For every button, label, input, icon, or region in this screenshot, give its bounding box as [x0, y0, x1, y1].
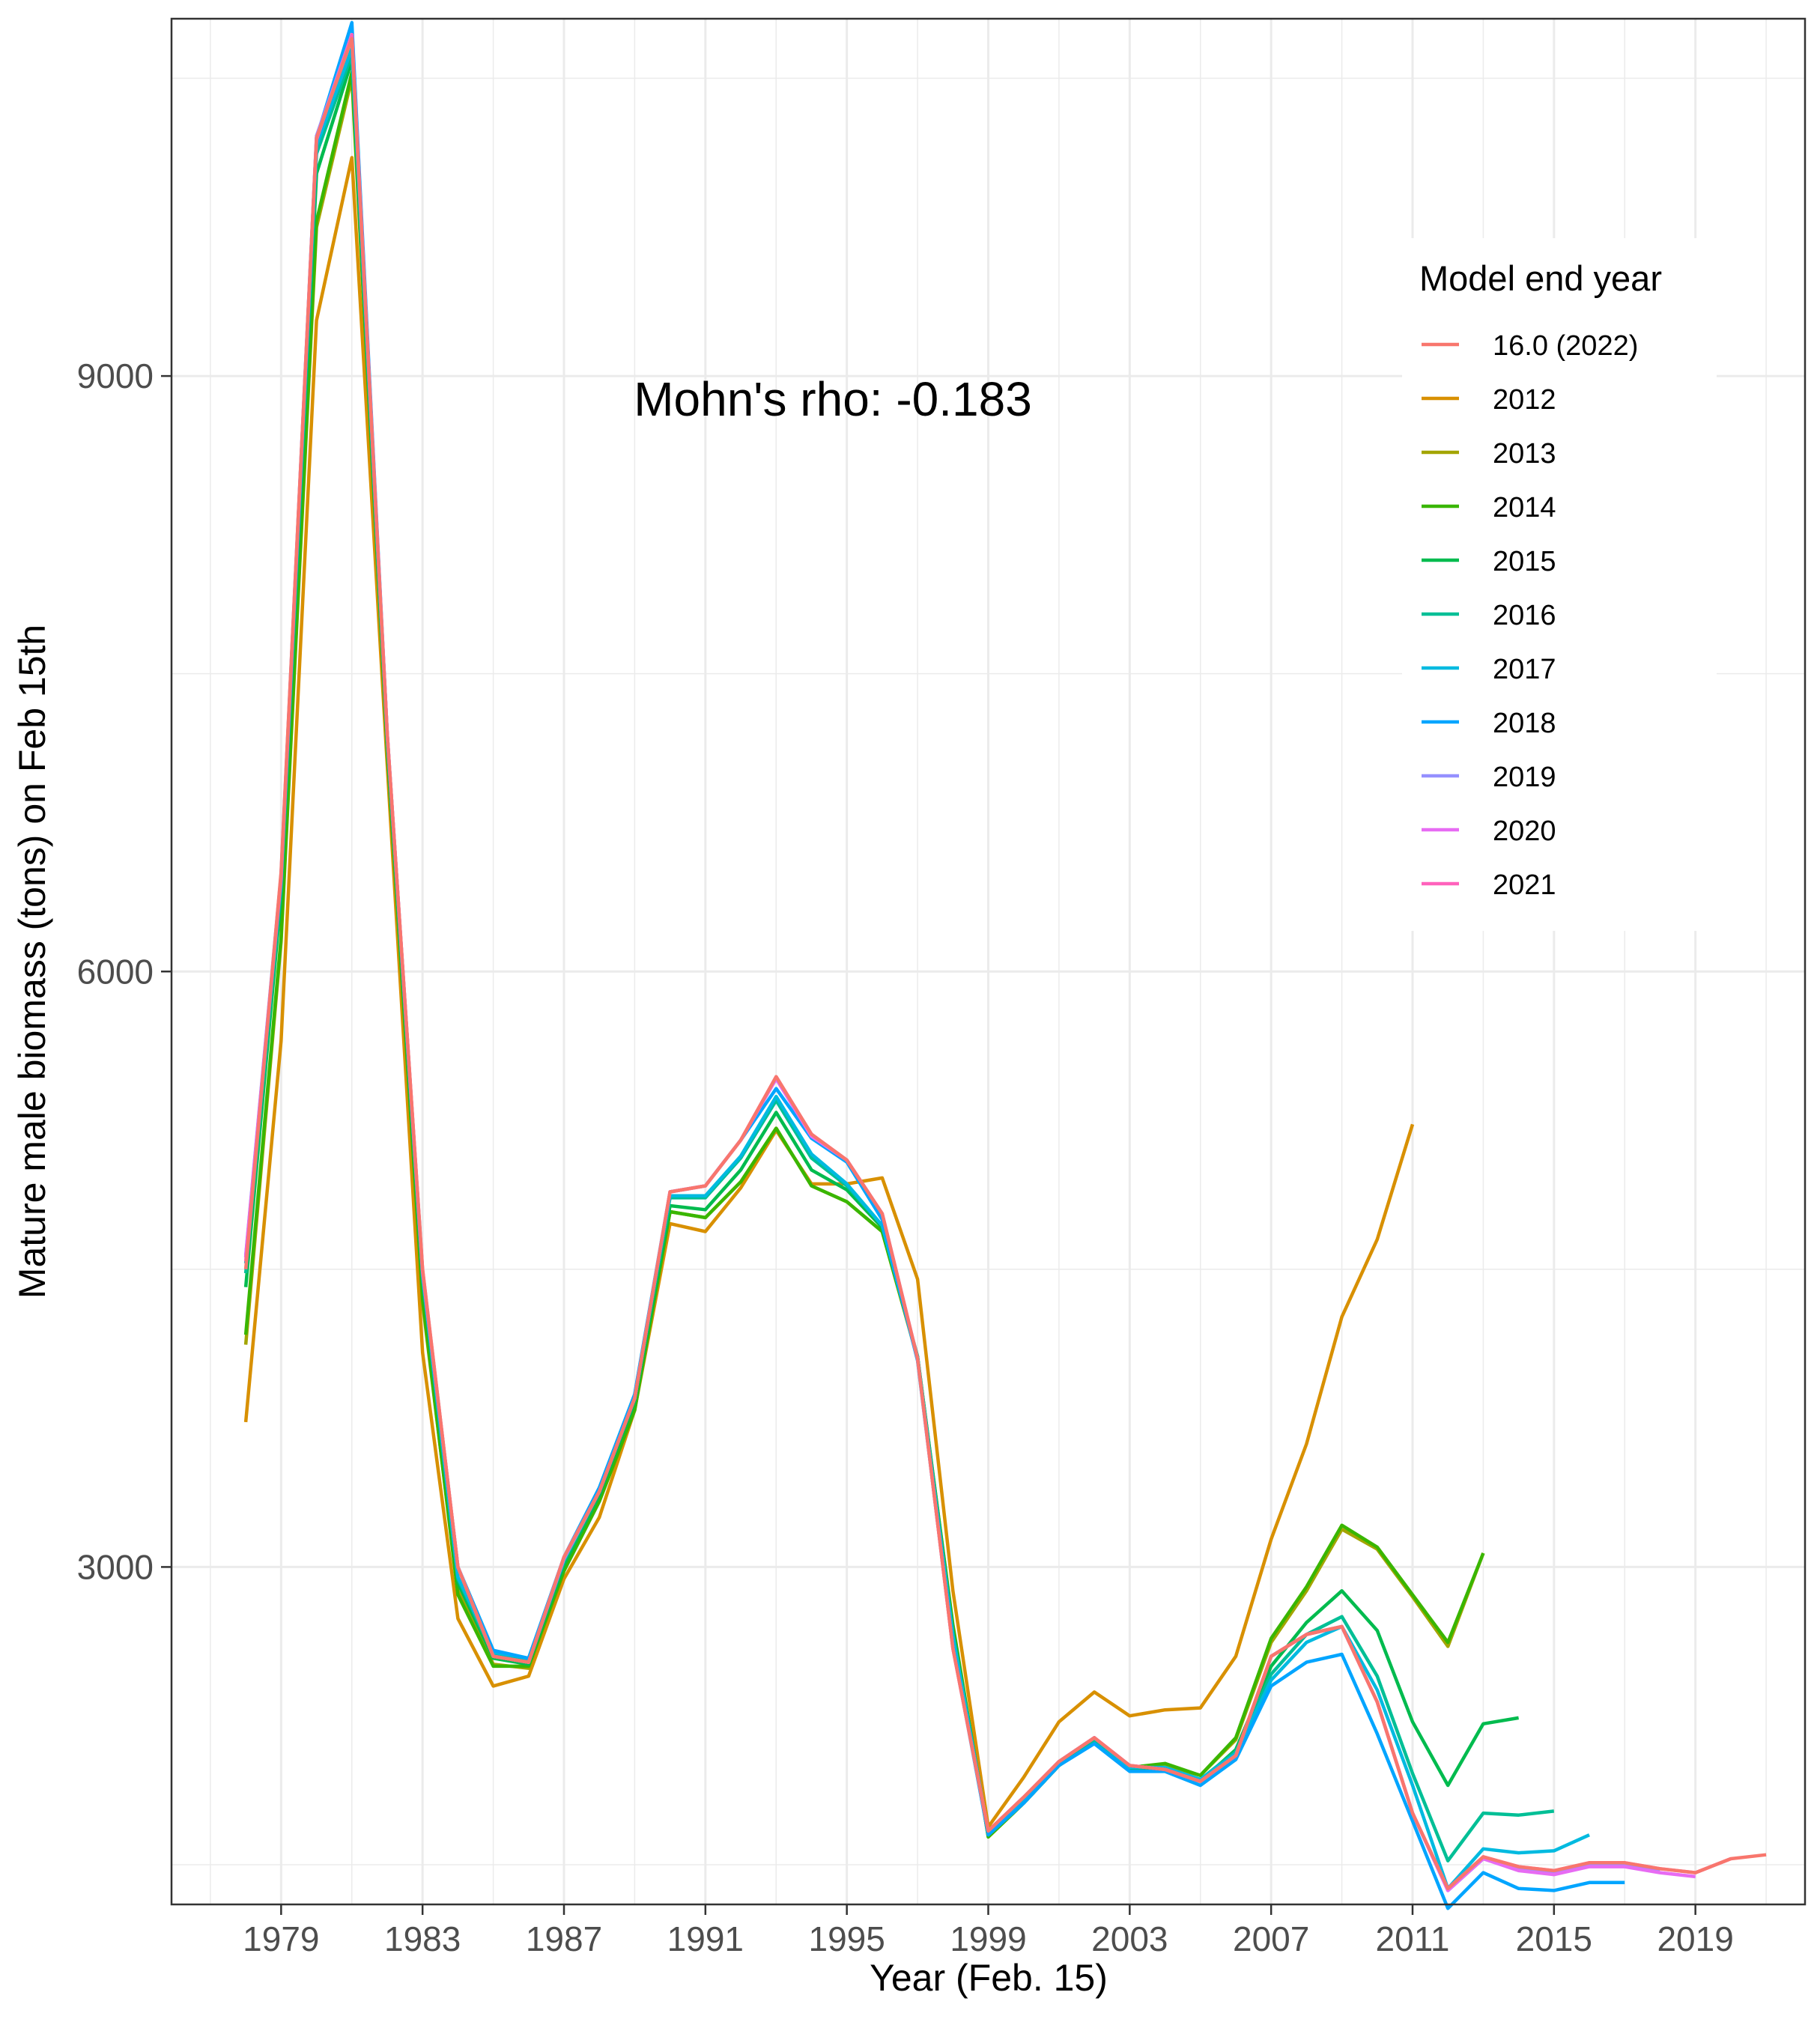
legend-item: 2015	[1422, 546, 1556, 577]
x-tick-label: 2011	[1376, 1919, 1450, 1958]
x-axis-title: Year (Feb. 15)	[870, 1957, 1108, 1999]
legend: Model end year 16.0 (2022) 2012 2013 2014 20…	[1402, 238, 1717, 931]
legend-items: 16.0 (2022) 2012 2013 2014 2015 2016 2017 2018 2…	[1422, 330, 1638, 901]
series-line-16-0-2022	[243, 37, 1767, 1891]
x-tick-label: 2019	[1657, 1919, 1733, 1958]
y-tick-label: 9000	[77, 356, 154, 395]
legend-label: 2021	[1493, 869, 1556, 901]
legend-title: Model end year	[1419, 258, 1662, 298]
y-axis-ticks: 3000 6000 9000	[77, 356, 172, 1586]
x-tick-label: 1999	[950, 1919, 1026, 1958]
minor-gridlines	[172, 19, 1805, 1904]
legend-item: 2016	[1422, 600, 1556, 631]
legend-item: 2013	[1422, 438, 1556, 470]
y-tick-label: 6000	[77, 952, 154, 991]
x-axis-ticks: 1979 1983 1987 1991 1995 1999 2003 2007 2011 2015…	[243, 1904, 1734, 1958]
mohns-rho-annotation: Mohn's rho: -0.183	[634, 372, 1032, 426]
legend-item: 2020	[1422, 816, 1556, 847]
legend-label: 2015	[1493, 546, 1556, 577]
legend-item: 2012	[1422, 384, 1556, 416]
x-tick-label: 2007	[1233, 1919, 1309, 1958]
legend-label: 2013	[1493, 438, 1556, 470]
legend-label: 2017	[1493, 654, 1556, 685]
x-tick-label: 1991	[667, 1919, 744, 1958]
legend-label: 16.0 (2022)	[1493, 330, 1638, 362]
x-tick-label: 1995	[808, 1919, 885, 1958]
legend-label: 2014	[1493, 492, 1556, 523]
x-tick-label: 1983	[384, 1919, 461, 1958]
legend-item: 2017	[1422, 654, 1556, 685]
series-line-2012	[243, 156, 1415, 1829]
legend-item: 2019	[1422, 762, 1556, 793]
x-tick-label: 1979	[243, 1919, 319, 1958]
legend-item: 2021	[1422, 869, 1556, 901]
legend-label: 2018	[1493, 708, 1556, 739]
legend-label: 2012	[1493, 384, 1556, 416]
legend-item: 2014	[1422, 492, 1556, 523]
x-tick-label: 2015	[1516, 1919, 1592, 1958]
series-lines	[243, 21, 1767, 1910]
y-axis-title: Mature male biomass (tons) on Feb 15th	[11, 625, 53, 1299]
legend-label: 2020	[1493, 816, 1556, 847]
x-tick-label: 2003	[1091, 1919, 1168, 1958]
legend-background	[1402, 238, 1717, 931]
legend-label: 2016	[1493, 600, 1556, 631]
legend-item: 2018	[1422, 708, 1556, 739]
x-tick-label: 1987	[526, 1919, 602, 1958]
y-tick-label: 3000	[77, 1547, 154, 1586]
legend-label: 2019	[1493, 762, 1556, 793]
legend-item: 16.0 (2022)	[1422, 330, 1638, 362]
